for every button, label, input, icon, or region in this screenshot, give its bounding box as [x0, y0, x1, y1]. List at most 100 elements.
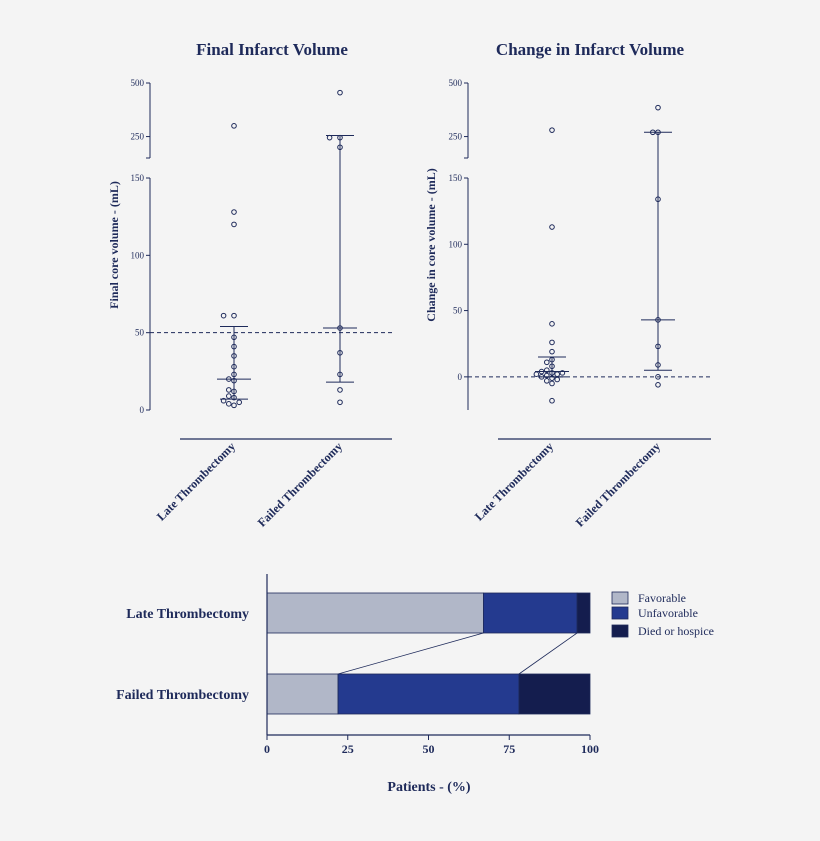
- data-point: [549, 397, 555, 404]
- x-tick-label: 25: [342, 742, 354, 756]
- x-axis-label: Patients - (%): [387, 780, 471, 795]
- data-point: [231, 388, 237, 395]
- data-point: [554, 376, 561, 383]
- data-point: [655, 317, 661, 323]
- data-point: [655, 374, 661, 380]
- data-point: [533, 371, 540, 378]
- data-point: [655, 129, 661, 136]
- stacked-bar-segment: [576, 592, 591, 634]
- data-point: [655, 104, 661, 111]
- data-point: [231, 312, 237, 319]
- data-point: [655, 196, 661, 203]
- y-tick-label: 50: [453, 306, 463, 316]
- category-label: Failed Thrombectomy: [573, 439, 663, 529]
- data-point: [655, 343, 661, 350]
- category-label: Late Thrombectomy: [472, 439, 556, 523]
- data-point: [549, 321, 555, 327]
- data-point: [231, 209, 237, 215]
- data-point: [231, 334, 237, 341]
- panel-title: Final Infarct Volume: [196, 40, 348, 59]
- data-point: [337, 399, 343, 406]
- data-point: [544, 372, 550, 379]
- data-point: [549, 375, 555, 381]
- data-point: [549, 127, 555, 133]
- x-tick-label: 100: [581, 742, 599, 756]
- connector-line: [518, 632, 578, 675]
- data-point: [337, 371, 343, 378]
- stacked-bar-segment: [266, 673, 339, 715]
- data-point: [554, 371, 561, 378]
- x-tick-label: 75: [503, 742, 515, 756]
- data-point: [337, 89, 343, 96]
- data-point: [231, 394, 237, 401]
- data-point: [549, 339, 555, 346]
- y-tick-label: 150: [449, 173, 463, 183]
- y-tick-label: 250: [449, 132, 463, 142]
- data-point: [337, 349, 343, 356]
- data-point: [337, 325, 343, 331]
- data-point: [231, 377, 237, 384]
- legend-label: Unfavorable: [638, 606, 698, 620]
- legend-swatch-unfavorable: [611, 606, 629, 620]
- data-point: [538, 368, 545, 375]
- data-point: [559, 370, 566, 376]
- stacked-bar-segment: [337, 673, 520, 715]
- data-point: [231, 123, 237, 129]
- data-point: [231, 221, 237, 228]
- data-point: [544, 378, 550, 384]
- bar-category-label: Failed Thrombectomy: [116, 688, 249, 703]
- x-tick-label: 50: [423, 742, 435, 756]
- category-label: Failed Thrombectomy: [255, 439, 345, 529]
- data-point: [337, 134, 343, 141]
- data-point: [326, 134, 333, 141]
- data-point: [549, 363, 555, 370]
- stacked-bar-segment: [483, 592, 578, 634]
- y-tick-label: 500: [131, 78, 145, 88]
- y-tick-label: 0: [140, 405, 145, 415]
- legend-swatch-died: [611, 624, 629, 638]
- y-tick-label: 250: [131, 132, 145, 142]
- data-point: [544, 359, 550, 366]
- data-point: [549, 224, 555, 230]
- data-point: [220, 312, 227, 319]
- final-infarct-volume-panel: Final Infarct Volume Final core volume -…: [107, 40, 392, 530]
- y-axis-label: Change in core volume - (mL): [424, 168, 438, 321]
- data-point: [231, 371, 237, 378]
- y-tick-label: 50: [135, 328, 145, 338]
- y-tick-label: 100: [449, 239, 463, 249]
- panel-title: Change in Infarct Volume: [496, 40, 685, 59]
- connector-line: [337, 632, 484, 675]
- bar-category-label: Late Thrombectomy: [126, 607, 249, 622]
- data-point: [544, 367, 550, 374]
- data-point: [226, 376, 232, 382]
- data-point: [337, 387, 343, 393]
- change-in-infarct-volume-panel: Change in Infarct Volume Change in core …: [424, 40, 711, 530]
- y-tick-label: 150: [131, 173, 145, 183]
- data-point: [549, 356, 555, 363]
- data-point: [337, 144, 343, 151]
- legend-swatch-favorable: [611, 591, 629, 605]
- data-point: [650, 129, 656, 136]
- stacked-bar-segment: [518, 673, 591, 715]
- data-point: [655, 382, 661, 388]
- data-point: [549, 370, 555, 376]
- legend-label: Died or hospice: [638, 624, 714, 638]
- y-axis-label: Final core volume - (mL): [107, 181, 121, 309]
- data-point: [231, 343, 237, 350]
- data-point: [226, 387, 232, 393]
- category-label: Late Thrombectomy: [154, 439, 238, 523]
- y-tick-label: 500: [449, 78, 463, 88]
- x-tick-label: 0: [264, 742, 270, 756]
- data-point: [226, 401, 232, 407]
- legend: Favorable Unfavorable Died or hospice: [611, 591, 714, 638]
- data-point: [231, 402, 237, 409]
- data-point: [655, 362, 661, 368]
- outcome-bar-panel: Late Thrombectomy Failed Thrombectomy Pa…: [116, 574, 714, 795]
- legend-label: Favorable: [638, 591, 686, 605]
- y-tick-label: 100: [131, 250, 145, 260]
- data-point: [231, 363, 237, 370]
- data-point: [549, 348, 555, 355]
- data-point: [236, 399, 242, 406]
